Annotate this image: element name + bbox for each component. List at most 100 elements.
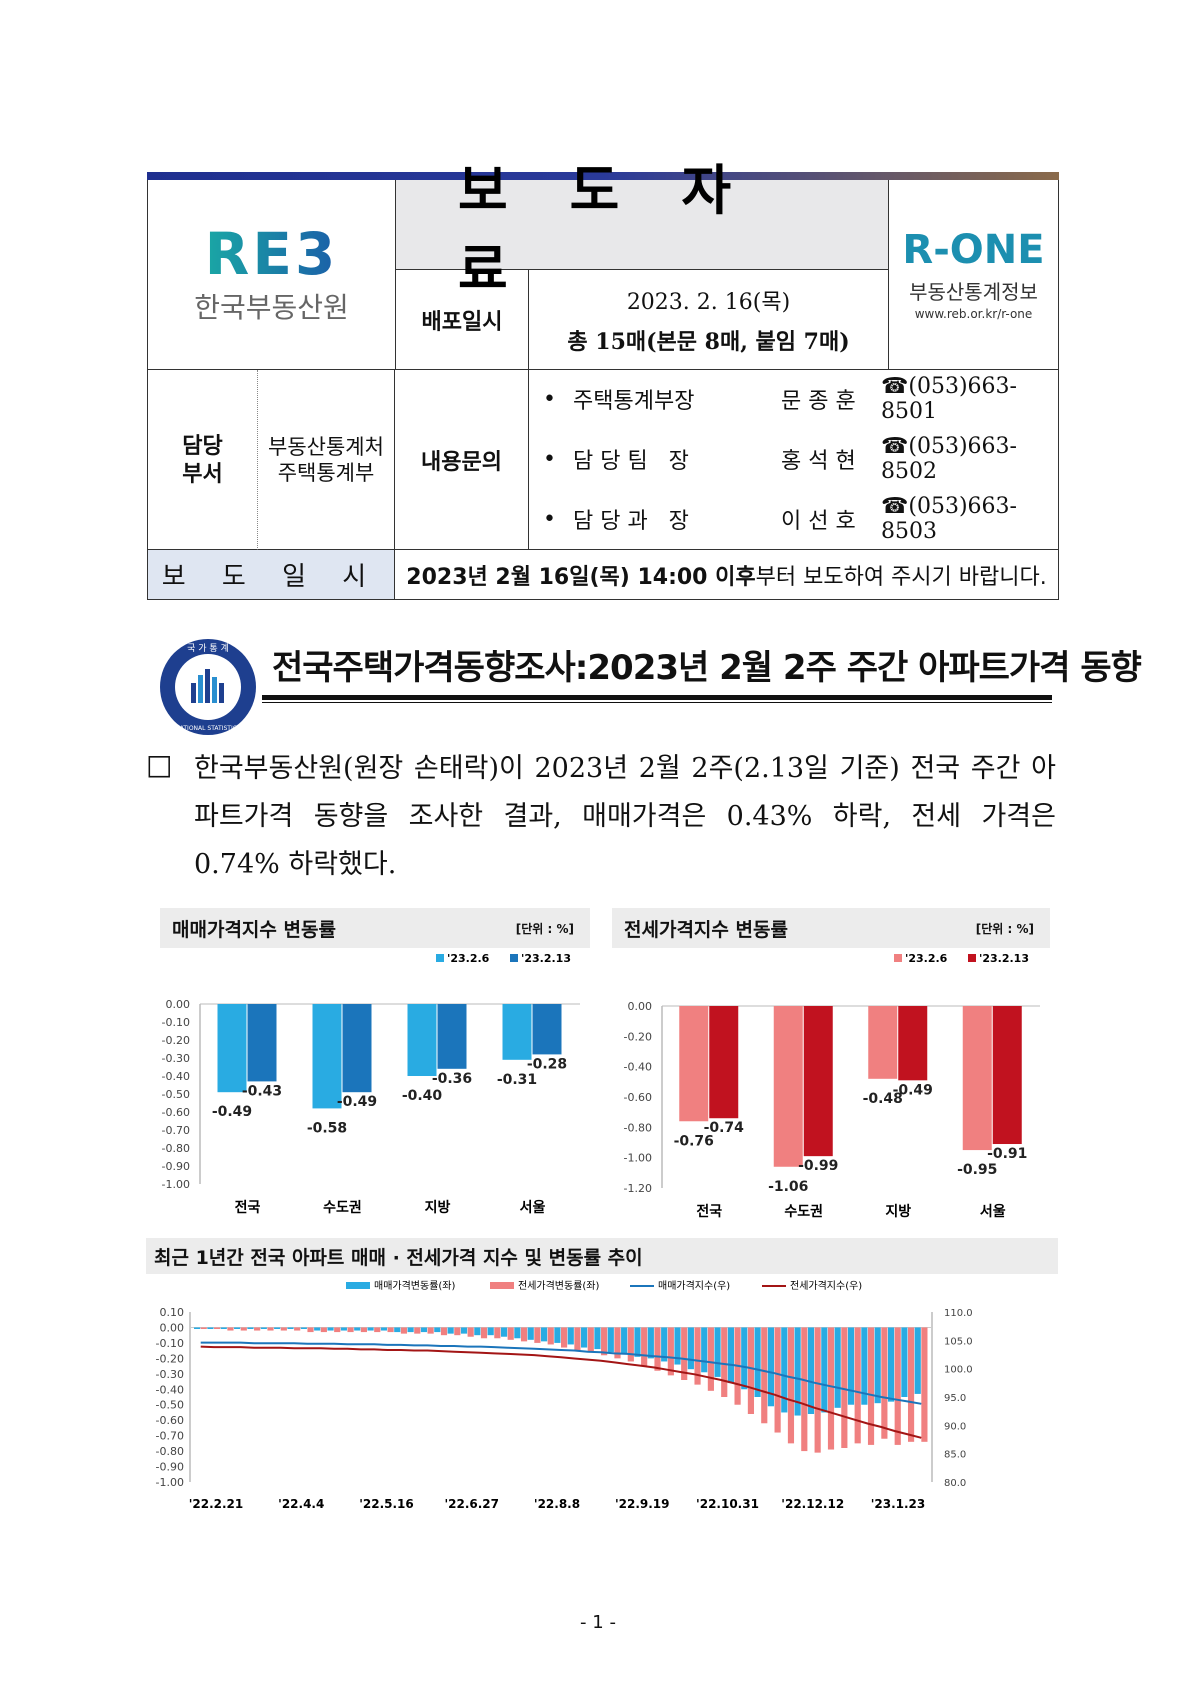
sale-index-line: [200, 1341, 922, 1405]
jeonse-change-bar: [507, 1327, 514, 1340]
left-y-tick: 0.10: [160, 1306, 185, 1319]
sale-change-bar: [727, 1327, 734, 1384]
legend-label: '23.2.6: [905, 952, 948, 965]
jeonse-change-bar: [787, 1327, 795, 1444]
bar-3-1: [992, 1006, 1022, 1145]
right-y-tick: 105.0: [944, 1336, 973, 1347]
sale-change-bar: [687, 1327, 694, 1370]
x-tick-label: '23.1.23: [871, 1497, 926, 1511]
y-tick-label: -0.30: [162, 1052, 190, 1065]
legend-label: '23.2.13: [521, 952, 571, 965]
sale-change-bar: [647, 1327, 654, 1359]
sale-change-bar: [581, 1327, 588, 1348]
jeonse-chart-svg: '23.2.6 '23.2.13 0.00 -0.20 -0.40 -0.60 -0.80 -…: [624, 952, 1040, 1218]
legend-swatch: [490, 1282, 514, 1289]
legend-label: 매매가격변동률(좌): [374, 1279, 456, 1292]
contact-row: • 담 당 과 장 이 선 호 ☎(053)663-8503: [529, 494, 1058, 544]
right-y-tick: 95.0: [944, 1393, 966, 1404]
sale-change-bar: [661, 1327, 668, 1362]
sale-change-bar: [567, 1327, 574, 1345]
sale-change-bar: [514, 1327, 521, 1339]
legend-swatch: [894, 954, 902, 962]
jeonse-change-chart: 전세가격지수 변동률 [단위 : %] '23.2.6 '23.2.13 0.00 -…: [612, 908, 1050, 1218]
category-label: 서울: [980, 1203, 1006, 1218]
y-tick-label: -0.90: [162, 1160, 190, 1173]
sale-change-bar: [674, 1327, 681, 1365]
jeonse-change-bar: [480, 1327, 488, 1339]
jeonse-change-bar: [707, 1327, 714, 1391]
headline: 전국주택가격동향조사:2023년 2월 2주 주간 아파트가격 동향: [272, 648, 1142, 688]
rone-logo: R-ONE: [902, 227, 1045, 273]
data-label: -0.28: [527, 1056, 567, 1072]
release-pages: 총 15매(본문 8매, 붙임 7매): [567, 328, 850, 355]
category-label: 수도권: [323, 1200, 362, 1216]
sale-change-bar: [394, 1327, 401, 1333]
legend-label: '23.2.13: [979, 952, 1029, 965]
jeonse-change-bar: [307, 1327, 314, 1333]
y-tick-label: -0.80: [162, 1142, 190, 1155]
left-y-tick: -0.40: [156, 1383, 184, 1396]
headline-underline: [262, 695, 1052, 700]
category-label: 지방: [425, 1199, 451, 1216]
jeonse-change-bar: [347, 1327, 354, 1333]
jeonse-change-bar: [747, 1327, 755, 1414]
jeonse-change-bar: [841, 1327, 848, 1448]
y-tick-label: -0.20: [624, 1030, 652, 1043]
sale-change-bar: [300, 1327, 307, 1329]
jeonse-change-bar: [320, 1327, 327, 1333]
jeonse-change-bar: [574, 1327, 581, 1351]
bar-3-0: [962, 1006, 992, 1151]
x-tick-label: '22.5.16: [359, 1497, 414, 1511]
header-top-bar: [147, 172, 1059, 180]
sale-change-bar: [887, 1327, 895, 1402]
jeonse-change-bar: [360, 1327, 367, 1333]
x-tick-label: '22.6.27: [444, 1497, 499, 1511]
contact-bullet: •: [543, 506, 556, 532]
jeonse-change-bar: [774, 1327, 781, 1433]
contact-phone: ☎(053)663-8503: [881, 494, 1017, 544]
jeonse-index-line: [200, 1345, 922, 1439]
sale-change-bar: [260, 1327, 267, 1329]
contact-phone: ☎(053)663-8501: [881, 374, 1017, 424]
jeonse-change-bar: [867, 1327, 875, 1445]
trend-chart-svg: 매매가격변동률(좌) 전세가격변동률(좌) 매매가격지수(우) 전세가격지수(우) 0.…: [156, 1279, 973, 1511]
contact-name: 문 종 훈: [781, 389, 856, 414]
bar-3-0: [502, 1004, 532, 1060]
headline-underline-thin: [262, 702, 1052, 703]
badge-bottom-text: NATIONAL STATISTICS: [175, 725, 241, 732]
data-label: -0.91: [987, 1146, 1027, 1162]
legend-swatch: [436, 954, 444, 962]
jeonse-change-bar: [694, 1327, 701, 1385]
jeonse-change-bar: [654, 1327, 661, 1371]
jeonse-change-bar: [827, 1327, 835, 1450]
y-tick-label: -1.00: [624, 1152, 652, 1165]
sale-change-bar: [314, 1327, 321, 1331]
contact-role: 담 당 과 장: [573, 509, 689, 534]
data-label: -0.40: [402, 1088, 443, 1104]
x-tick-label: '22.10.31: [696, 1497, 759, 1511]
jeonse-change-bar: [374, 1327, 381, 1333]
data-label: -0.74: [704, 1120, 745, 1136]
data-label: -0.49: [893, 1082, 933, 1098]
jeonse-change-bar: [614, 1327, 621, 1359]
x-tick-label: '22.9.19: [615, 1497, 670, 1511]
contact-bullet: •: [543, 446, 556, 472]
data-label: -0.48: [863, 1091, 903, 1107]
bar-3-1: [532, 1004, 562, 1055]
legend-label: 전세가격지수(우): [790, 1279, 862, 1292]
jeonse-change-bar: [254, 1327, 261, 1331]
trend-chart-title: 최근 1년간 전국 아파트 매매 · 전세가격 지수 및 변동률 추이: [154, 1246, 643, 1269]
right-y-tick: 85.0: [944, 1450, 966, 1461]
data-label: -0.49: [212, 1104, 252, 1120]
left-y-tick: 0.00: [160, 1321, 185, 1334]
sale-change-bar: [274, 1327, 281, 1329]
jeonse-change-bar: [667, 1327, 674, 1376]
jeonse-change-bar: [454, 1327, 461, 1336]
left-y-tick: -0.10: [156, 1337, 184, 1350]
bar-0-1: [247, 1004, 277, 1082]
contact-role: 담 당 팀 장: [573, 449, 689, 474]
category-label: 전국: [696, 1203, 722, 1218]
y-tick-label: -0.40: [624, 1061, 652, 1074]
embargo-text-bold: 2023년 2월 16일(목) 14:00 이후: [406, 564, 756, 590]
right-y-tick: 80.0: [944, 1478, 966, 1489]
